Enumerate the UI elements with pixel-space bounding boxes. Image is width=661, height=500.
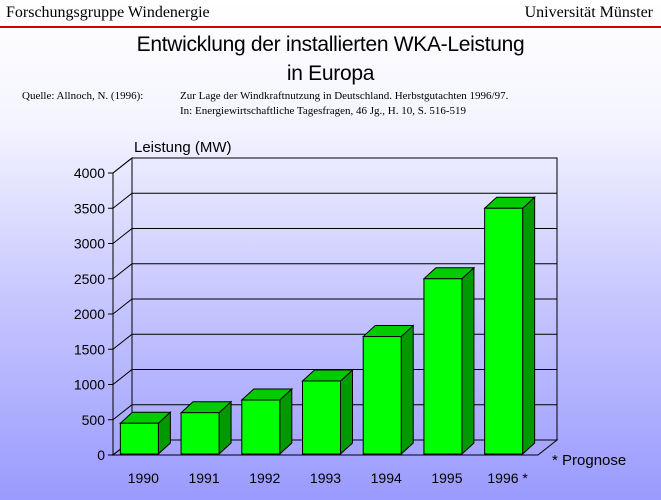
y-tick-labels: 0 500 1000 1500 2000 2500 3000 3500 4000 — [74, 165, 105, 463]
source-line2: In: Energiewirtschaftliche Tagesfragen, … — [180, 105, 466, 117]
gridline — [112, 333, 557, 350]
gridline — [112, 228, 557, 244]
gridline — [112, 263, 557, 280]
y-tick-label: 1000 — [74, 377, 105, 393]
header-rule — [0, 26, 661, 28]
bar-side — [340, 368, 353, 456]
y-tick-label: 2500 — [74, 271, 105, 287]
bar-front — [423, 278, 463, 455]
x-tick-label: 1994 — [371, 470, 402, 486]
x-tick-label: 1993 — [310, 470, 341, 486]
bar-side — [400, 324, 414, 456]
gridline — [112, 298, 557, 315]
header-right-title: Universität Münster — [524, 4, 653, 21]
gridline — [112, 192, 557, 209]
bar — [361, 324, 415, 456]
bar — [301, 368, 354, 456]
header-left-title: Forschungsgruppe Windenergie — [6, 4, 210, 21]
bar-front — [302, 380, 341, 455]
bar-front — [119, 422, 159, 455]
x-tick-label: 1990 — [128, 470, 159, 486]
y-tick-label: 2000 — [74, 306, 105, 322]
y-tick-label: 4000 — [74, 165, 105, 181]
y-tick-label: 500 — [82, 412, 106, 428]
bar — [119, 411, 172, 456]
bar-front — [241, 399, 281, 455]
x-tick-labels: 1990 1991 1992 1993 1994 1995 1996 * — [128, 470, 529, 486]
bar-front — [362, 336, 402, 455]
footnote-prognose: * Prognose — [552, 452, 627, 469]
gridline — [112, 404, 557, 421]
bar — [179, 400, 233, 456]
bars-group — [119, 196, 536, 456]
gridline — [112, 157, 557, 174]
y-tick-label: 3500 — [74, 200, 105, 216]
chart-title-line1: Entwicklung der installierten WKA-Leistu… — [136, 33, 525, 56]
x-tick-label: 1995 — [431, 470, 462, 486]
bar-side — [461, 266, 475, 456]
x-tick-label: 1992 — [249, 470, 280, 486]
source-label: Quelle: Allnoch, N. (1996): — [22, 90, 144, 102]
chart-title-line2: in Europa — [286, 62, 375, 85]
x-tick-label: 1996 * — [487, 470, 528, 486]
x-tick-label: 1991 — [188, 470, 219, 486]
bar-front — [484, 207, 524, 455]
bar-front — [180, 412, 220, 455]
gridline — [112, 369, 557, 385]
y-axis-label: Leistung (MW) — [134, 139, 232, 156]
y-tick-label: 0 — [97, 447, 105, 463]
bar-side — [522, 196, 536, 456]
bar — [483, 196, 536, 456]
y-tick-label: 1500 — [74, 341, 105, 357]
source-line1: Zur Lage der Windkraftnutzung in Deutsch… — [180, 90, 509, 102]
y-tick-label: 3000 — [74, 236, 105, 252]
bar — [240, 387, 294, 456]
bar — [422, 266, 476, 456]
